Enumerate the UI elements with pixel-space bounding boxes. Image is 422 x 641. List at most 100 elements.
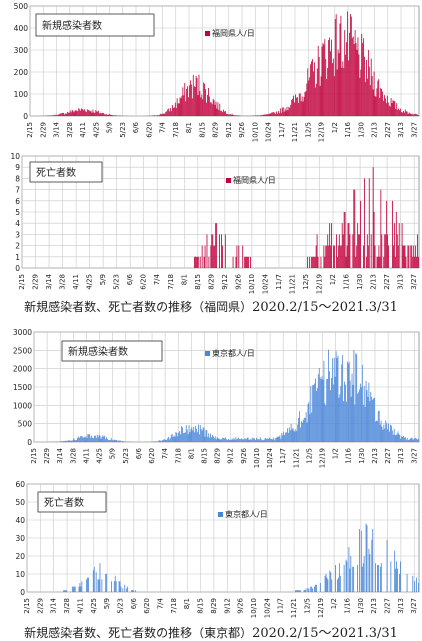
bar bbox=[348, 364, 349, 442]
bar bbox=[392, 103, 393, 116]
bar bbox=[189, 425, 190, 442]
bar bbox=[309, 77, 310, 116]
bar bbox=[272, 439, 273, 442]
bar bbox=[202, 431, 203, 442]
x-tick-label: 4/11 bbox=[79, 122, 87, 138]
bar bbox=[324, 39, 325, 116]
bar bbox=[329, 37, 330, 116]
bar bbox=[393, 100, 394, 116]
bar bbox=[117, 440, 118, 442]
bar bbox=[295, 95, 296, 116]
bar bbox=[65, 441, 66, 442]
bar bbox=[366, 60, 367, 116]
bar bbox=[196, 76, 197, 116]
bar bbox=[232, 439, 233, 442]
x-tick-label: 1/16 bbox=[344, 121, 352, 137]
bar bbox=[181, 98, 182, 116]
bar bbox=[398, 434, 399, 442]
bar bbox=[254, 439, 255, 442]
bar bbox=[221, 234, 222, 268]
bar bbox=[398, 246, 399, 268]
bar bbox=[88, 434, 89, 442]
bar bbox=[395, 109, 396, 116]
bar bbox=[356, 246, 357, 268]
bar bbox=[353, 385, 354, 442]
bar bbox=[206, 103, 207, 116]
bar bbox=[220, 440, 221, 442]
bar bbox=[122, 588, 123, 592]
bar bbox=[360, 201, 361, 268]
bar bbox=[343, 401, 344, 442]
bar bbox=[339, 53, 340, 116]
x-tick-label: 1/30 bbox=[358, 448, 366, 464]
bar bbox=[411, 114, 412, 116]
x-tick-label: 10/24 bbox=[265, 121, 273, 142]
bar bbox=[163, 113, 164, 116]
bar bbox=[240, 439, 241, 442]
x-tick-label: 7/18 bbox=[174, 448, 182, 464]
bar bbox=[394, 101, 395, 116]
y-tick-label: 500 bbox=[14, 2, 29, 11]
y-tick-label: 3000 bbox=[13, 328, 32, 337]
bar bbox=[330, 246, 331, 268]
bar bbox=[402, 437, 403, 442]
bar bbox=[412, 257, 413, 268]
bar bbox=[324, 257, 325, 268]
bar bbox=[347, 561, 348, 592]
bar bbox=[110, 440, 111, 442]
bar bbox=[210, 434, 211, 442]
x-tick-label: 9/26 bbox=[238, 121, 246, 137]
x-tick-label: 11/7 bbox=[275, 274, 283, 290]
bar bbox=[358, 392, 359, 442]
bar bbox=[268, 115, 269, 116]
bar bbox=[332, 63, 333, 116]
bar bbox=[349, 362, 350, 442]
bar bbox=[90, 111, 91, 116]
bar bbox=[119, 440, 120, 442]
bar bbox=[57, 115, 58, 116]
bar bbox=[194, 257, 195, 268]
bar bbox=[308, 588, 309, 592]
bar bbox=[375, 246, 376, 268]
bar bbox=[222, 112, 223, 116]
x-tick-label: 7/18 bbox=[170, 598, 178, 614]
bar bbox=[236, 257, 237, 268]
bar bbox=[216, 223, 217, 268]
x-tick-label: 2/29 bbox=[36, 598, 44, 614]
bar bbox=[326, 379, 327, 442]
bar bbox=[334, 358, 335, 442]
bar bbox=[333, 246, 334, 268]
bar bbox=[270, 113, 271, 116]
x-tick-label: 11/21 bbox=[292, 448, 300, 468]
y-tick-label: 9 bbox=[15, 163, 20, 172]
x-tick-label: 8/1 bbox=[183, 598, 191, 609]
bar bbox=[159, 440, 160, 442]
bar bbox=[384, 429, 385, 442]
bar bbox=[75, 111, 76, 116]
bar bbox=[230, 440, 231, 442]
bar bbox=[182, 96, 183, 116]
bar bbox=[311, 412, 312, 442]
bar bbox=[381, 563, 382, 592]
bar bbox=[158, 441, 159, 442]
bar bbox=[121, 587, 122, 592]
x-tick-label: 3/28 bbox=[66, 122, 74, 138]
x-tick-label: 8/15 bbox=[200, 448, 208, 464]
bar bbox=[209, 438, 210, 442]
bar bbox=[184, 83, 185, 116]
bar bbox=[126, 588, 127, 592]
bar bbox=[106, 437, 107, 442]
x-tick-label: 1/2 bbox=[330, 598, 338, 609]
bar bbox=[300, 427, 301, 442]
x-tick-label: 7/4 bbox=[153, 273, 161, 285]
y-tick-label: 0 bbox=[23, 112, 28, 121]
bar bbox=[383, 424, 384, 442]
x-tick-label: 1/16 bbox=[343, 597, 351, 613]
bar bbox=[345, 212, 346, 268]
bar bbox=[376, 421, 377, 442]
bar bbox=[408, 114, 409, 116]
bar bbox=[223, 438, 224, 442]
